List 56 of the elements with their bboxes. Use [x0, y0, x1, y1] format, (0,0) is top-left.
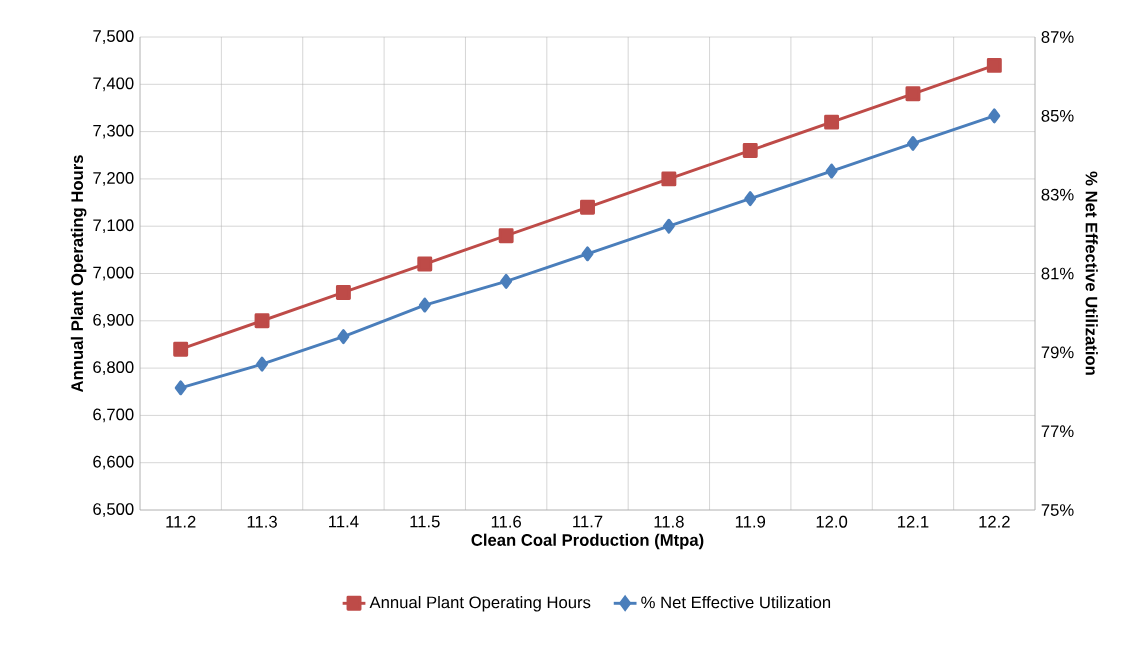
point — [498, 228, 514, 244]
y-tick-label: 7,000 — [93, 266, 134, 281]
y-tick-label: 7,100 — [93, 219, 134, 234]
legend-label: Annual Plant Operating Hours — [369, 596, 591, 612]
x-tick-label: 11.9 — [735, 515, 766, 528]
point — [906, 135, 919, 151]
point — [988, 108, 1001, 124]
y-tick-label: 6,900 — [93, 313, 134, 328]
y2-tick-label: 83% — [1041, 188, 1074, 201]
point — [500, 273, 513, 289]
x-tick-label: 11.3 — [247, 515, 277, 528]
point — [824, 114, 840, 130]
x-tick-label: 11.6 — [491, 515, 521, 528]
y-tick-label: 7,500 — [93, 30, 134, 44]
y-tick-label: 6,500 — [93, 503, 134, 517]
point — [825, 163, 838, 179]
y-tick-label: 6,700 — [93, 408, 134, 423]
x-tick-label: 12.2 — [979, 515, 1010, 528]
y2-tick-label: 81% — [1041, 267, 1074, 280]
point — [418, 297, 431, 313]
point — [173, 341, 189, 357]
y-tick-label: 7,200 — [93, 172, 134, 186]
point — [417, 256, 433, 272]
point — [580, 199, 595, 215]
point — [256, 356, 269, 372]
x-tick-label: 11.4 — [329, 515, 359, 528]
point — [662, 218, 675, 234]
y-axis-title: Annual Plant Operating Hours — [70, 155, 87, 393]
x-tick-label: 12.0 — [816, 515, 848, 528]
x-tick-label: 11.8 — [654, 515, 684, 528]
point — [905, 86, 921, 102]
point — [986, 57, 1002, 73]
x-tick-label: 12.1 — [898, 515, 929, 528]
y2-axis-title: % Net Effective Utilization — [1085, 171, 1098, 375]
x-tick-label: 11.5 — [410, 515, 440, 528]
y2-tick-label: 87% — [1041, 31, 1074, 43]
x-axis-title: Clean Coal Production (Mtpa) — [471, 533, 704, 550]
y-tick-label: 6,800 — [93, 361, 134, 375]
y2-tick-label: 75% — [1041, 504, 1074, 516]
y2-tick-label: 77% — [1041, 425, 1074, 438]
y-tick-label: 6,600 — [93, 455, 134, 470]
point — [742, 143, 758, 158]
x-tick-label: 11.2 — [166, 515, 196, 528]
y-tick-label: 7,400 — [93, 77, 134, 92]
point — [744, 191, 757, 207]
point — [661, 171, 677, 187]
y2-tick-label: 79% — [1041, 346, 1074, 359]
legend-label: % Net Effective Utilization — [641, 596, 831, 609]
point — [254, 313, 270, 329]
y-tick-label: 7,300 — [93, 124, 134, 139]
point — [581, 246, 594, 262]
y2-tick-label: 85% — [1041, 109, 1074, 122]
point — [337, 329, 350, 345]
point — [174, 380, 187, 396]
x-tick-label: 11.7 — [573, 515, 603, 528]
point — [335, 284, 351, 300]
